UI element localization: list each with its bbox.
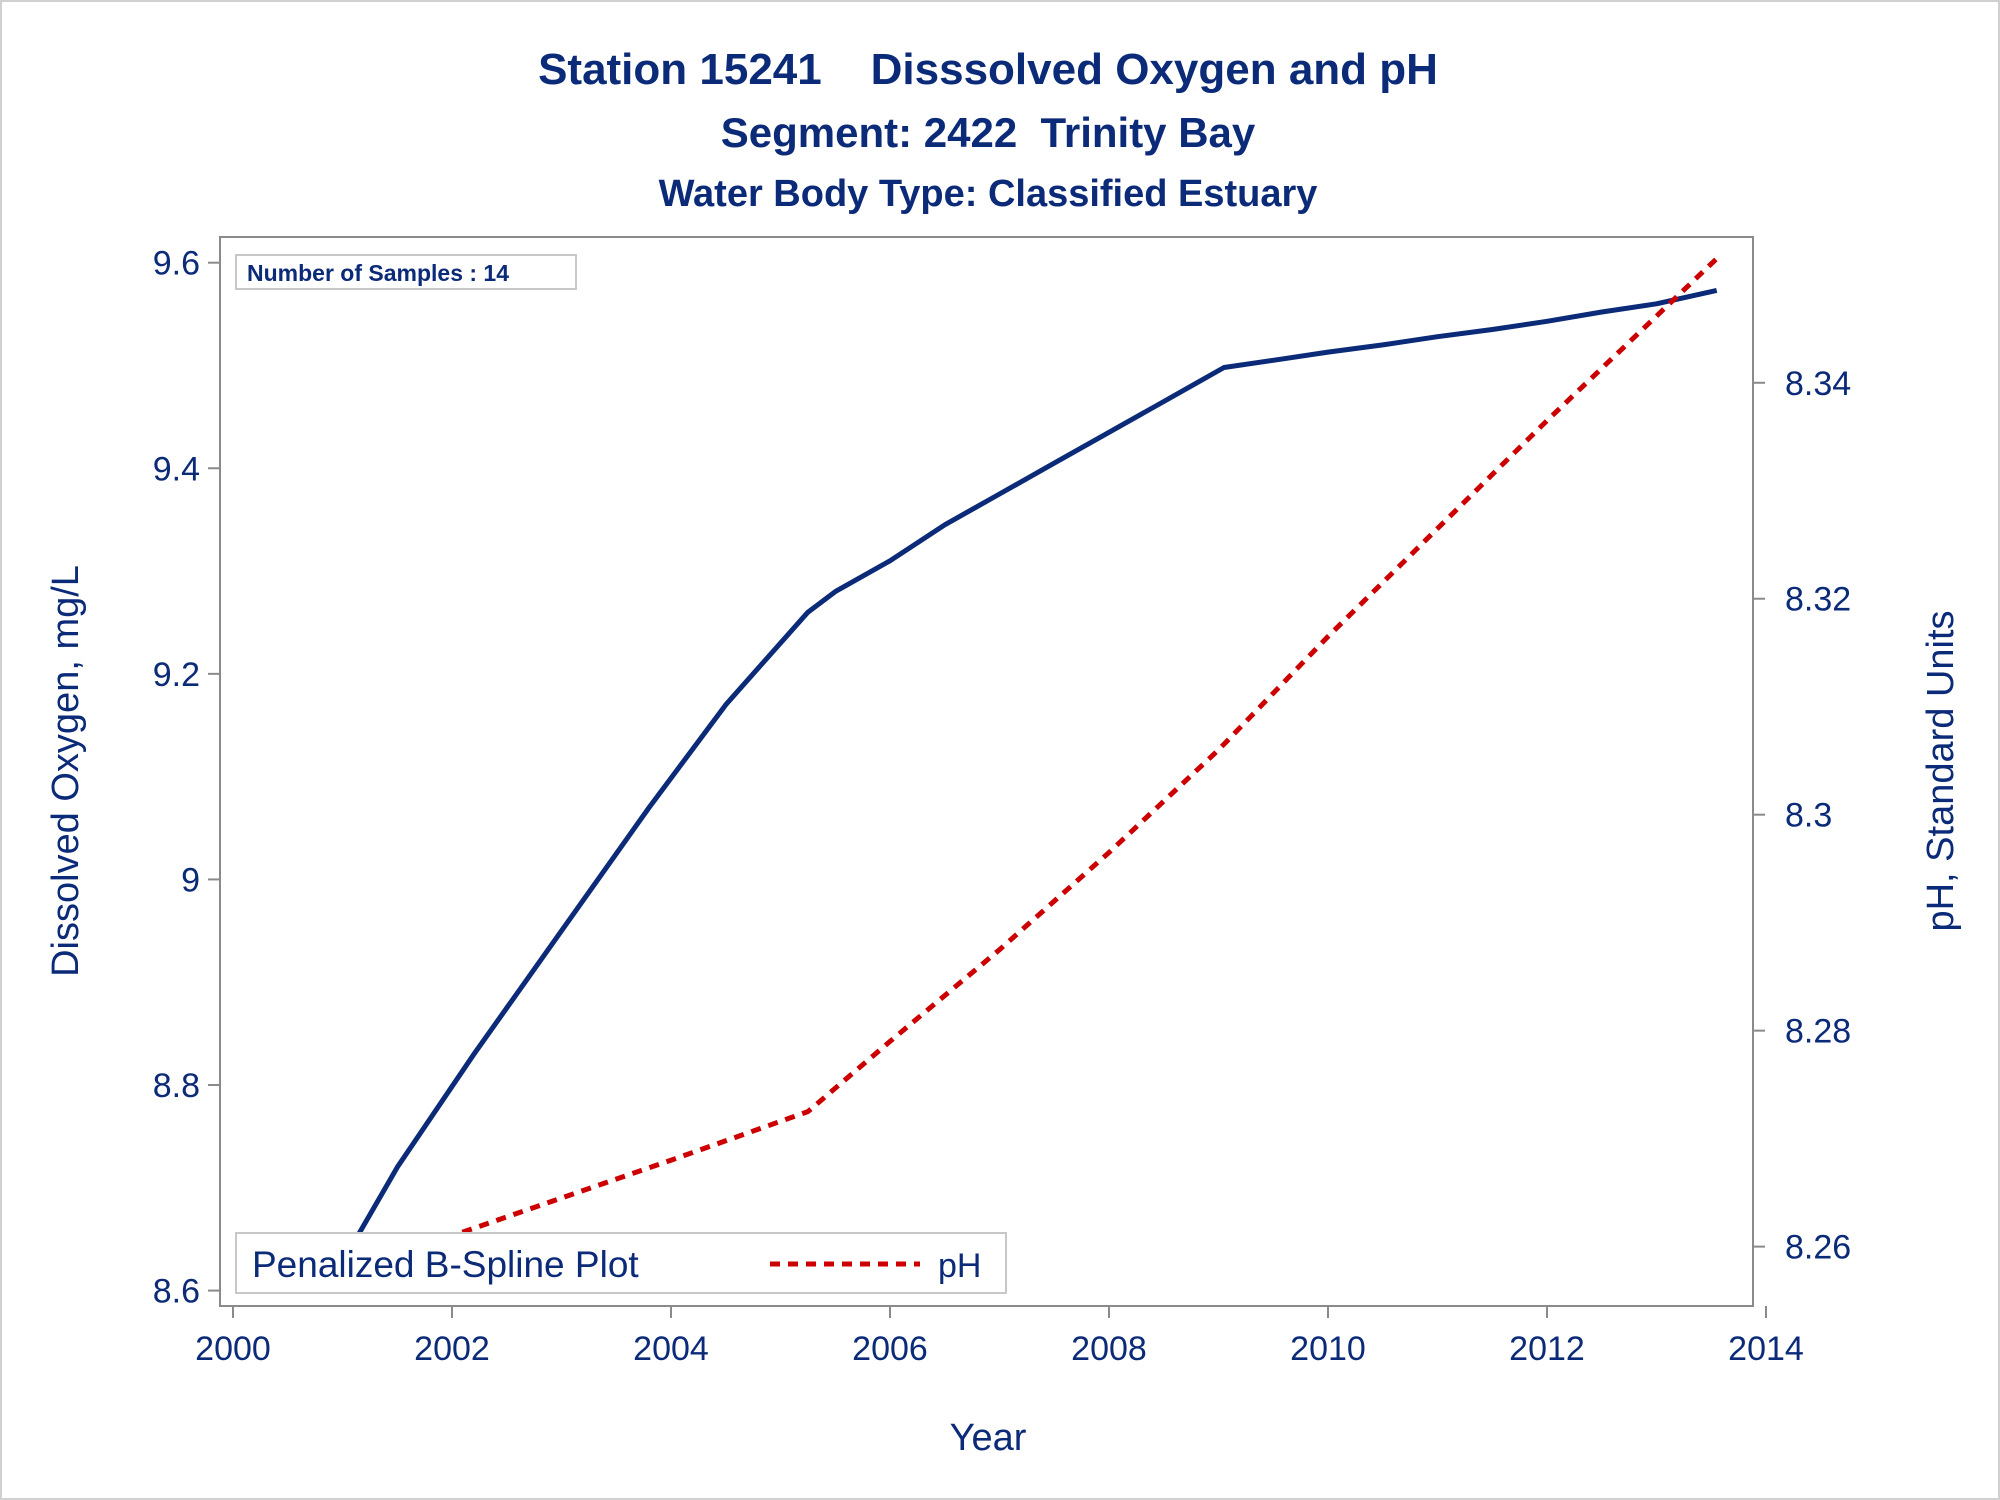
right-axis: 8.26 8.28 8.3 8.32 8.34	[1753, 365, 1851, 1267]
x-tick-label: 2004	[633, 1330, 709, 1368]
series-layer	[323, 256, 1719, 1292]
left-axis: 8.6 8.8 9 9.2 9.4 9.6	[153, 245, 220, 1311]
y-tick-label: 8.6	[153, 1273, 200, 1311]
x-tick-label: 2006	[852, 1330, 928, 1368]
sample-count-label: Number of Samples : 14	[247, 260, 509, 286]
x-tick-label: 2010	[1290, 1330, 1366, 1368]
y-tick-label: 8.8	[153, 1067, 200, 1105]
x-tick-label: 2008	[1071, 1330, 1147, 1368]
y2-tick-label: 8.26	[1785, 1229, 1851, 1267]
series-line-0	[323, 287, 1718, 1292]
chart-subtitle-2: Water Body Type: Classified Estuary	[659, 173, 1318, 215]
y2-tick-label: 8.32	[1785, 581, 1851, 619]
sample-count-box	[235, 254, 577, 290]
x-axis-label: Year	[950, 1417, 1027, 1459]
plot-area	[219, 236, 1754, 1307]
legend: Penalized B-Spline Plot pH	[235, 1232, 1007, 1294]
legend-entry-ph: pH	[938, 1247, 981, 1285]
legend-title: Penalized B-Spline Plot	[252, 1244, 639, 1285]
legend-box	[235, 1232, 1007, 1294]
x-tick-label: 2000	[195, 1330, 271, 1368]
series-line-1	[325, 256, 1719, 1282]
y-tick-label: 9.6	[153, 245, 200, 283]
chart-subtitle: Segment: 2422 Trinity Bay	[721, 109, 1256, 156]
y2-axis-label: pH, Standard Units	[1920, 610, 1962, 931]
x-axis: 2000 2002 2004 2006 2008 2010 2012 2014	[195, 1306, 1804, 1368]
y2-tick-label: 8.3	[1785, 797, 1832, 835]
y-tick-label: 9.4	[153, 450, 200, 488]
y-tick-label: 9	[181, 861, 200, 899]
x-tick-label: 2002	[414, 1330, 490, 1368]
sample-count-inset: Number of Samples : 14	[235, 254, 577, 290]
chart-title: Station 15241 Disssolved Oxygen and pH	[538, 45, 1438, 94]
x-tick-label: 2012	[1509, 1330, 1585, 1368]
y2-tick-label: 8.28	[1785, 1013, 1851, 1051]
x-tick-label: 2014	[1728, 1330, 1804, 1368]
y-tick-label: 9.2	[153, 656, 200, 694]
y-axis-label: Dissolved Oxygen, mg/L	[45, 565, 87, 977]
y2-tick-label: 8.34	[1785, 365, 1851, 403]
